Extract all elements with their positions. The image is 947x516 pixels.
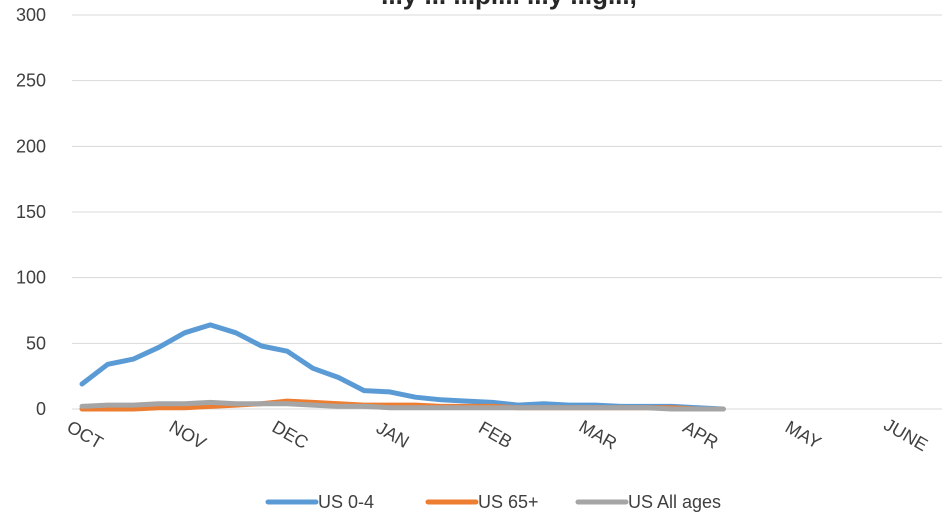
series-lines [79,322,726,412]
x-tick-label: MAY [782,417,825,453]
x-tick-label: JAN [373,418,412,452]
legend-label: US 65+ [478,492,539,512]
y-tick-label: 100 [16,268,46,288]
x-tick-label: JUNE [880,414,931,455]
y-tick-label: 0 [36,399,46,419]
x-tick-label: DEC [269,417,312,453]
y-tick-label: 50 [26,333,46,353]
y-tick-label: 200 [16,136,46,156]
x-tick-label: NOV [166,416,210,453]
y-tick-label: 250 [16,71,46,91]
y-tick-label: 300 [16,5,46,25]
y-axis-ticks: 0 50 100 150 200 250 300 [16,5,46,419]
series-line-0 [79,322,726,412]
legend-label: US 0-4 [318,492,374,512]
series-line-2 [79,399,726,412]
x-tick-label: MAR [576,416,621,453]
x-tick-label: APR [680,417,722,453]
legend: US 0-4 US 65+ US All ages [265,492,721,512]
x-tick-label: OCT [64,417,107,453]
x-axis-ticks: OCT NOV DEC JAN FEB MAR APR MAY JUNE [64,414,932,455]
gridlines [72,14,942,410]
x-tick-label: FEB [475,417,515,452]
legend-label: US All ages [628,492,721,512]
chart-title: ...y ... ...pi... ...y ...g..., [381,0,637,10]
y-tick-label: 150 [16,202,46,222]
